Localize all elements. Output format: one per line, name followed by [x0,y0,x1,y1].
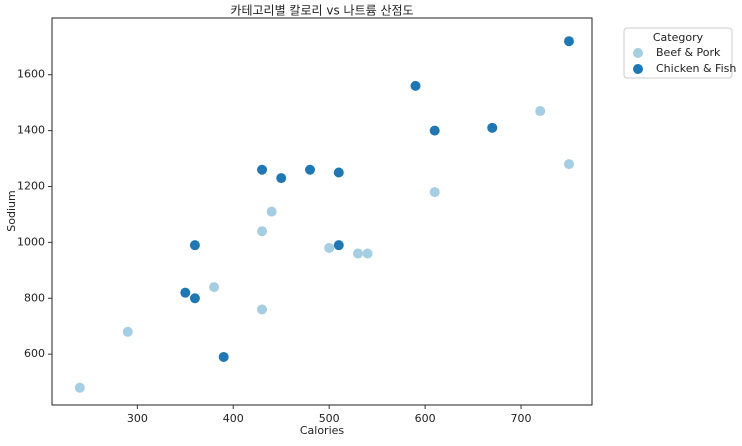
x-tick-label: 300 [127,412,148,425]
scatter-point [487,122,498,133]
scatter-point [333,167,344,178]
legend-marker [633,48,643,58]
legend-marker [633,64,643,74]
scatter-point [352,248,363,259]
x-tick-label: 600 [415,412,436,425]
scatter-point [218,351,229,362]
scatter-point [563,36,574,47]
scatter-point [410,80,421,91]
scatter-point [189,293,200,304]
x-axis-label: Calories [300,424,345,437]
y-tick-label: 1600 [17,68,45,81]
scatter-point [122,326,133,337]
y-axis-label: Sodium [5,190,18,231]
chart-title: 카테고리별 칼로리 vs 나트륨 산점도 [230,4,413,18]
scatter-point [563,159,574,170]
legend-title: Category [653,31,704,44]
scatter-point [333,240,344,251]
scatter-point [324,242,335,253]
legend-box [623,27,733,79]
scatter-point [257,304,268,315]
y-tick-label: 800 [24,291,45,304]
scatter-point [429,125,440,136]
scatter-point [305,164,316,175]
scatter-point [266,206,277,217]
legend-label: Beef & Pork [656,46,721,59]
y-tick-label: 600 [24,347,45,360]
scatter-point [276,173,287,184]
legend-label: Chicken & Fish [656,62,736,75]
scatter-point [429,187,440,198]
scatter-point [362,248,373,259]
x-tick-label: 700 [511,412,532,425]
y-tick-label: 1200 [17,179,45,192]
scatter-point [257,226,268,237]
scatter-point [257,164,268,175]
x-tick-label: 400 [223,412,244,425]
y-tick-label: 1400 [17,124,45,137]
scatter-point [535,106,546,117]
scatter-point [180,287,191,298]
scatter-point [209,282,220,293]
scatter-point [189,240,200,251]
plot-area [51,17,593,406]
scatter-point [74,382,85,393]
x-tick-label: 500 [319,412,340,425]
y-tick-label: 1000 [17,235,45,248]
